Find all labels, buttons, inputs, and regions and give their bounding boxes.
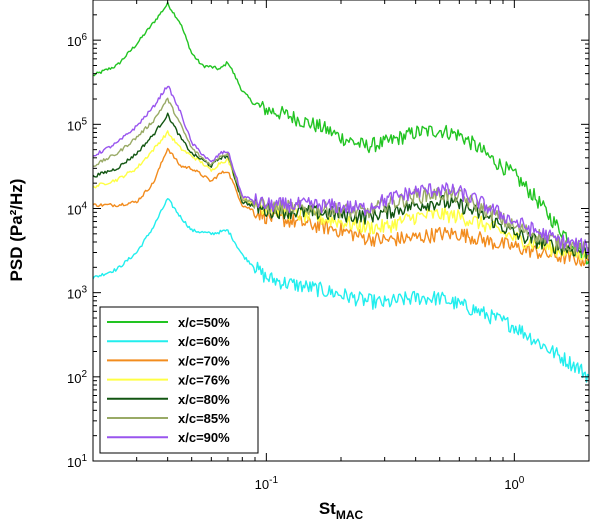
y-tick-label: 102 [67, 369, 87, 386]
legend-label: x/c=85% [178, 411, 230, 426]
series-line-2 [93, 198, 589, 383]
legend-label: x/c=76% [178, 373, 230, 388]
y-tick-label: 105 [67, 116, 87, 133]
x-axis-title: StMAC [319, 499, 364, 522]
legend-label: x/c=50% [178, 315, 230, 330]
y-tick-label: 106 [67, 32, 87, 49]
x-tick-label: 10-1 [255, 475, 279, 492]
y-tick-label: 104 [67, 200, 87, 217]
series-line-1 [93, 1, 589, 265]
y-tick-label: 101 [67, 453, 87, 470]
y-axis-title: PSD (Pa²/Hz) [7, 179, 26, 282]
y-tick-label: 103 [67, 285, 87, 302]
x-tick-label: 100 [504, 475, 524, 492]
legend-label: x/c=60% [178, 334, 230, 349]
legend-label: x/c=90% [178, 430, 230, 445]
legend-label: x/c=80% [178, 392, 230, 407]
series-line-3 [93, 147, 589, 267]
series-line-4 [93, 130, 589, 261]
series-line-6 [93, 97, 589, 256]
series-line-7 [93, 85, 589, 256]
legend-label: x/c=70% [178, 353, 230, 368]
